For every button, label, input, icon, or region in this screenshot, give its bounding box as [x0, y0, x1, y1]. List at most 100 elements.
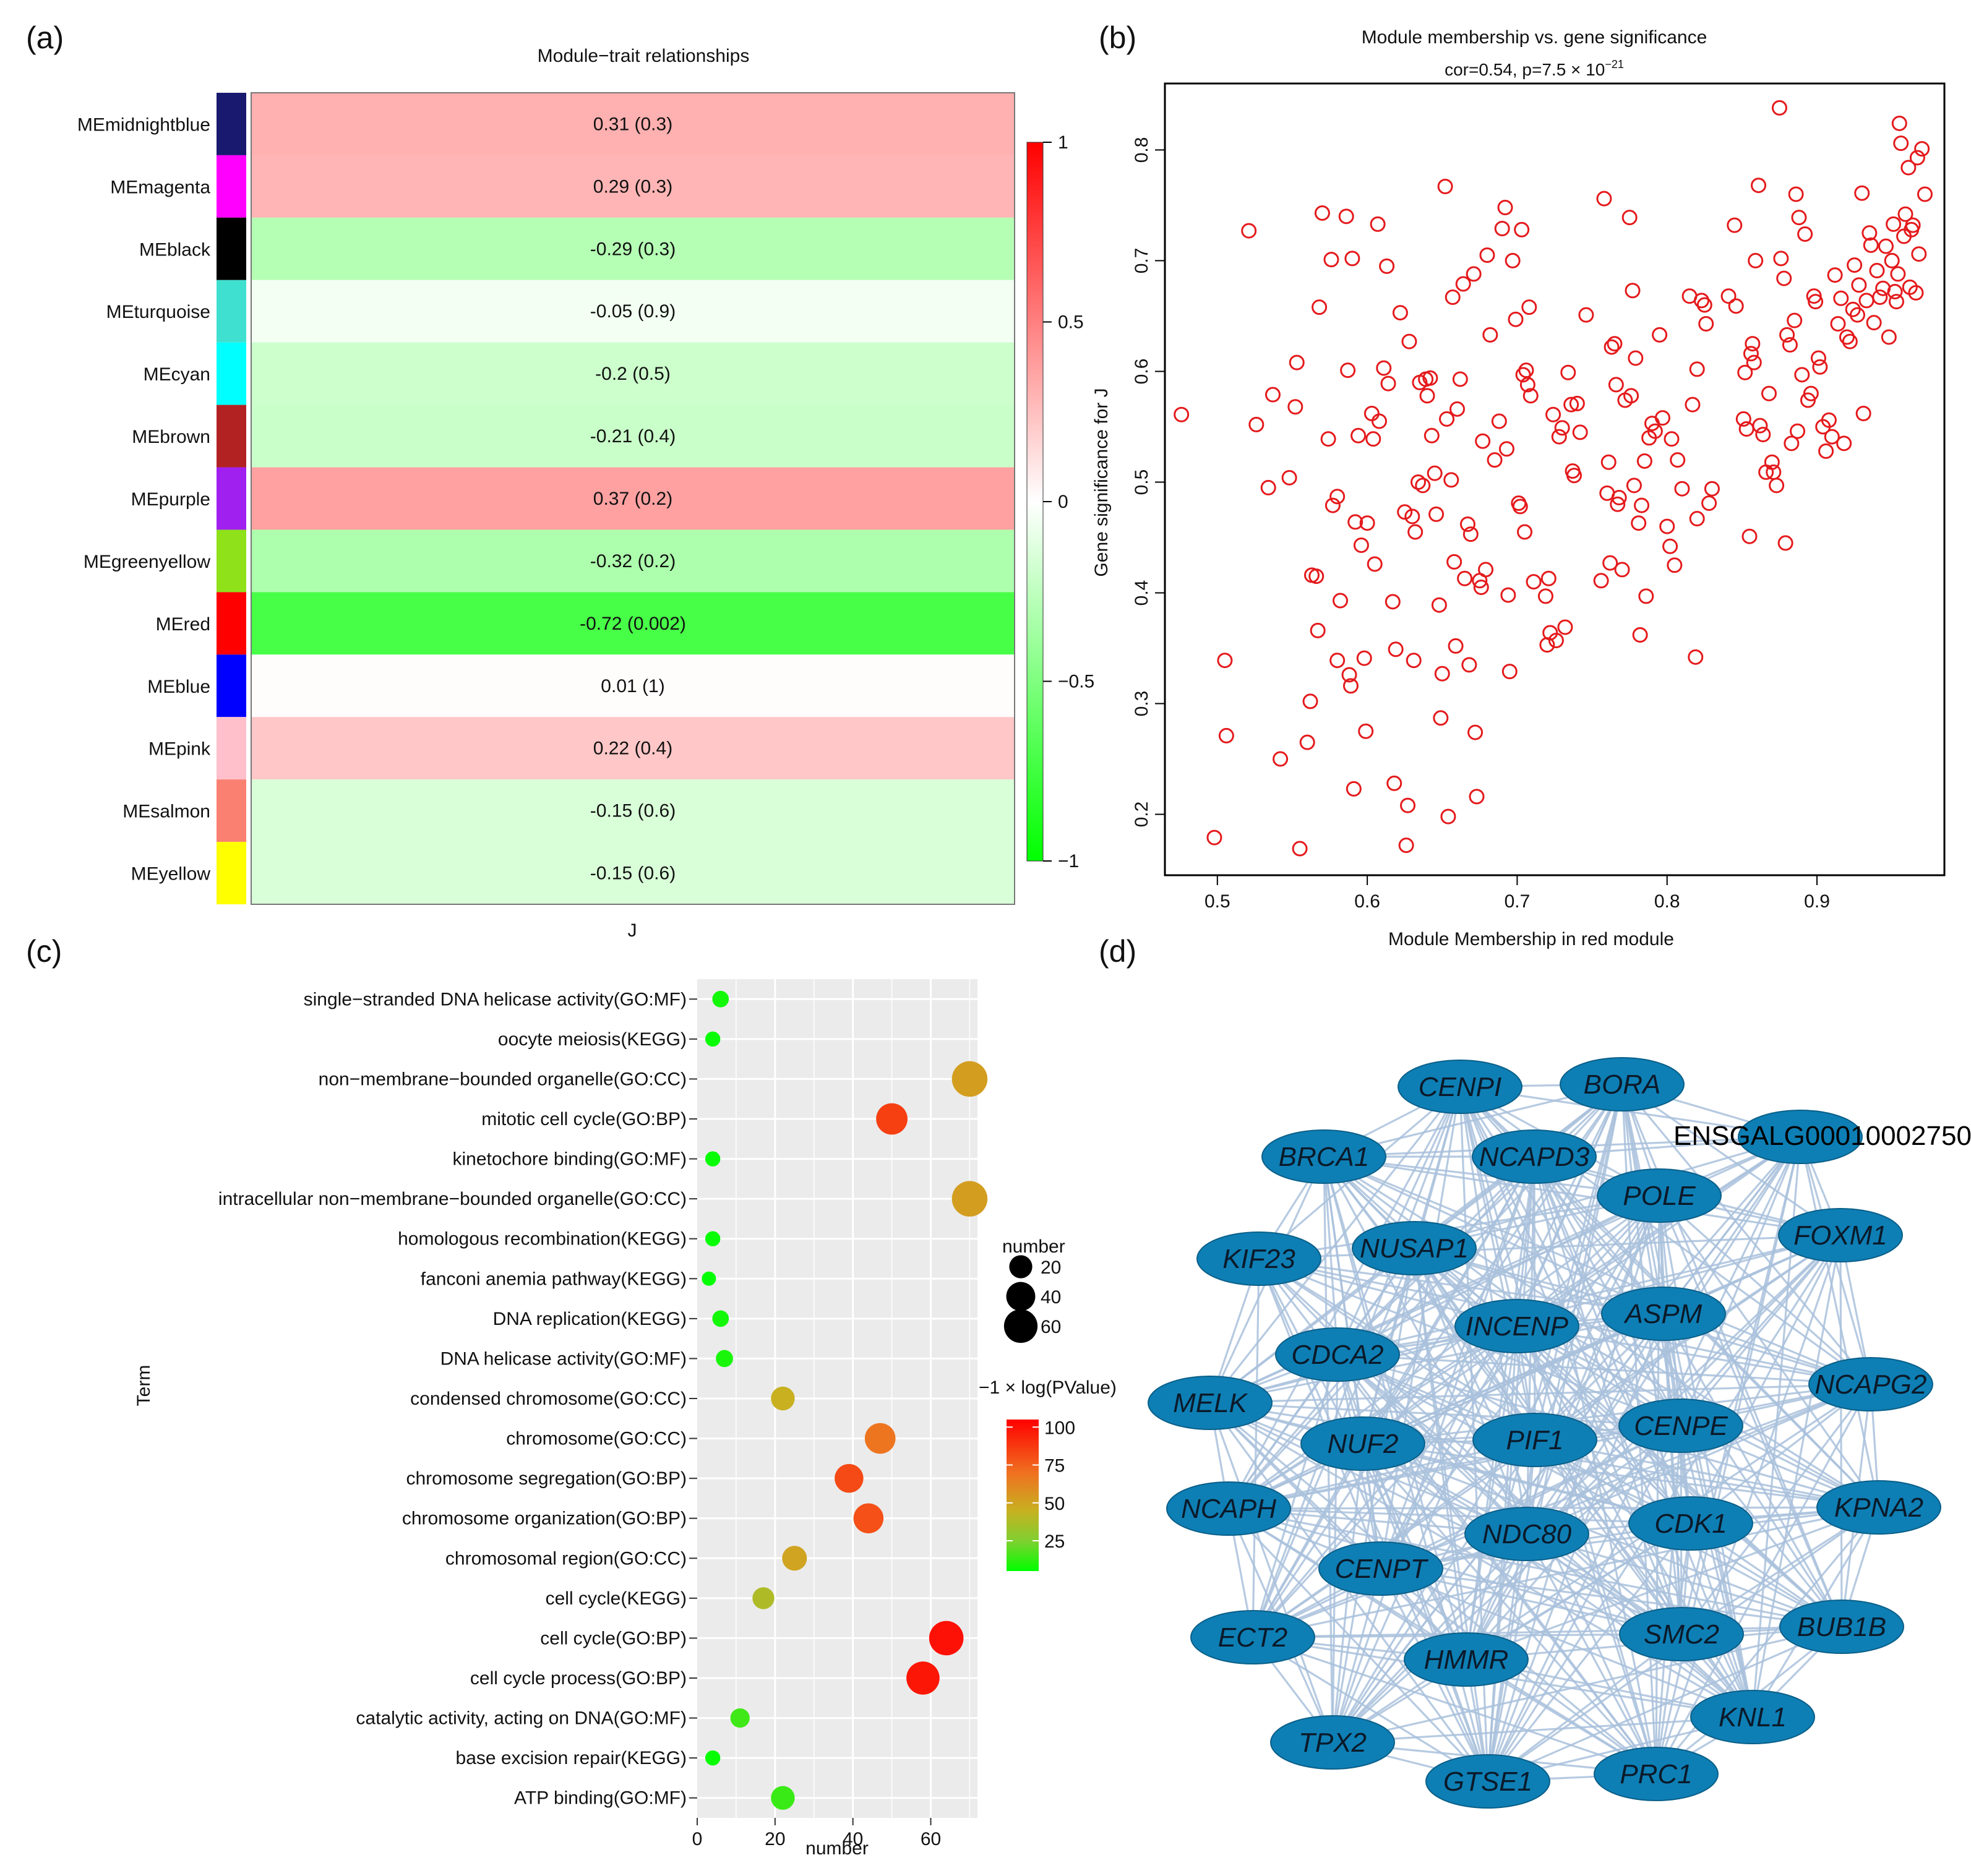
- x-tick-label: 40: [843, 1829, 863, 1849]
- network-node[interactable]: CDCA2: [1275, 1327, 1400, 1382]
- network-node[interactable]: INCENP: [1454, 1299, 1579, 1353]
- colorbar-tick-label: −0.5: [1058, 672, 1094, 692]
- scatter-point: [1827, 267, 1843, 283]
- scatter-point: [1452, 371, 1468, 387]
- scatter-point: [1367, 556, 1383, 572]
- network-node-shape: [1454, 1299, 1579, 1353]
- scatter-point: [1863, 237, 1879, 253]
- term-label: single−stranded DNA helicase activity(GO…: [304, 989, 687, 1009]
- scatter-point: [1917, 186, 1933, 202]
- heatmap-cell-label: -0.15 (0.6): [590, 801, 676, 821]
- network-node[interactable]: BRCA1: [1261, 1129, 1386, 1184]
- network-node[interactable]: MELK: [1148, 1376, 1273, 1430]
- scatter-point: [1356, 650, 1372, 666]
- scatter-point: [1479, 247, 1495, 263]
- network-edge: [1487, 1625, 1842, 1783]
- network-node[interactable]: FOXM1: [1778, 1208, 1903, 1262]
- network-node[interactable]: CENPT: [1318, 1541, 1443, 1596]
- network-node-shape: [1318, 1541, 1443, 1596]
- network-node[interactable]: SMC2: [1619, 1607, 1744, 1661]
- network-node[interactable]: HMMR: [1404, 1632, 1529, 1687]
- scatter-point: [1174, 406, 1190, 422]
- network-edge: [1209, 1383, 1871, 1404]
- network-node[interactable]: NUF2: [1300, 1416, 1425, 1471]
- term-label: kinetochore binding(GO:MF): [453, 1149, 687, 1170]
- scatter-point: [1607, 336, 1623, 352]
- scatter-point: [1689, 511, 1705, 527]
- scatter-point: [1448, 638, 1464, 654]
- scatter-point: [1427, 465, 1443, 481]
- network-node[interactable]: NCAPG2: [1808, 1357, 1933, 1411]
- network-node[interactable]: POLE: [1597, 1168, 1722, 1223]
- term-label: oocyte meiosis(KEGG): [498, 1029, 687, 1050]
- scatter-point: [1664, 431, 1680, 447]
- scatter-point: [1596, 191, 1612, 207]
- network-node[interactable]: CDK1: [1628, 1496, 1753, 1551]
- network-node[interactable]: CENPI: [1398, 1060, 1522, 1114]
- network-edge: [1362, 1442, 1657, 1775]
- network-edge: [1534, 1439, 1879, 1509]
- network-node[interactable]: PIF1: [1472, 1413, 1597, 1467]
- scatter-point: [1608, 377, 1624, 393]
- scatter-point: [1206, 829, 1222, 846]
- network-edge: [1362, 1442, 1753, 1718]
- network-node-shape: [1738, 1110, 1863, 1164]
- network-node-shape: [1261, 1129, 1386, 1184]
- heatmap-cell-label: -0.05 (0.9): [590, 301, 676, 322]
- bubble: [782, 1546, 807, 1571]
- scatter-point: [1478, 562, 1494, 578]
- network-node[interactable]: TPX2: [1270, 1715, 1395, 1770]
- module-swatch: [217, 654, 246, 717]
- scatter-point: [1623, 388, 1639, 404]
- scatter-point: [1455, 276, 1471, 292]
- scatter-point: [1439, 411, 1455, 427]
- network-node[interactable]: KPNA2: [1816, 1480, 1941, 1535]
- network-node[interactable]: BUB1B: [1779, 1600, 1904, 1654]
- network-node[interactable]: NCAPH: [1166, 1481, 1291, 1536]
- network-node[interactable]: KIF23: [1196, 1231, 1321, 1286]
- scatter-point: [1836, 435, 1852, 452]
- network-node[interactable]: PRC1: [1594, 1747, 1719, 1801]
- network-node[interactable]: ENSGALG00010002750: [1673, 1110, 1971, 1164]
- heatmap-cell-label: 0.01 (1): [601, 676, 664, 696]
- network-edge: [1655, 1425, 1682, 1775]
- heatmap-cell: [251, 592, 1015, 655]
- network-node-shape: [1464, 1507, 1589, 1561]
- module-swatch: [217, 529, 246, 593]
- heatmap-cell: [251, 842, 1015, 904]
- term-label: chromosome(GO:CC): [506, 1429, 687, 1449]
- network-node[interactable]: ASPM: [1601, 1287, 1726, 1341]
- network-edge: [1337, 1194, 1660, 1356]
- scatter-point: [1392, 305, 1408, 321]
- term-label: cell cycle(GO:BP): [540, 1628, 687, 1648]
- network-edge: [1323, 1155, 1841, 1236]
- bubble: [705, 1031, 721, 1047]
- network-node[interactable]: CENPE: [1618, 1398, 1743, 1453]
- heatmap-cell: [251, 779, 1015, 842]
- term-label: chromosome organization(GO:BP): [402, 1509, 687, 1529]
- scatter-point: [1777, 535, 1793, 551]
- scatter-point: [1292, 841, 1308, 857]
- scatter-point: [1769, 478, 1785, 494]
- network-node-shape: [1690, 1690, 1815, 1744]
- scatter-point: [1647, 423, 1663, 439]
- network-node-shape: [1472, 1129, 1597, 1184]
- network-node[interactable]: NUSAP1: [1352, 1221, 1477, 1275]
- scatter-point: [1812, 359, 1828, 375]
- module-label: MEbrown: [132, 427, 210, 447]
- network-node[interactable]: NDC80: [1464, 1507, 1589, 1561]
- scatter-point: [1830, 315, 1846, 332]
- scatter-point: [1689, 361, 1705, 377]
- network-node[interactable]: ECT2: [1190, 1610, 1315, 1664]
- network-node[interactable]: NCAPD3: [1472, 1129, 1597, 1184]
- scatter-point: [1415, 478, 1431, 494]
- network-node[interactable]: GTSE1: [1425, 1754, 1550, 1809]
- scatter-point: [1752, 418, 1768, 434]
- network-node[interactable]: KNL1: [1690, 1690, 1815, 1744]
- scatter-point: [1461, 657, 1477, 673]
- scatter-point: [1855, 405, 1871, 421]
- term-label: condensed chromosome(GO:CC): [410, 1389, 687, 1409]
- network-node[interactable]: BORA: [1560, 1057, 1685, 1111]
- scatter-point: [1803, 385, 1819, 401]
- network-node-shape: [1425, 1754, 1550, 1809]
